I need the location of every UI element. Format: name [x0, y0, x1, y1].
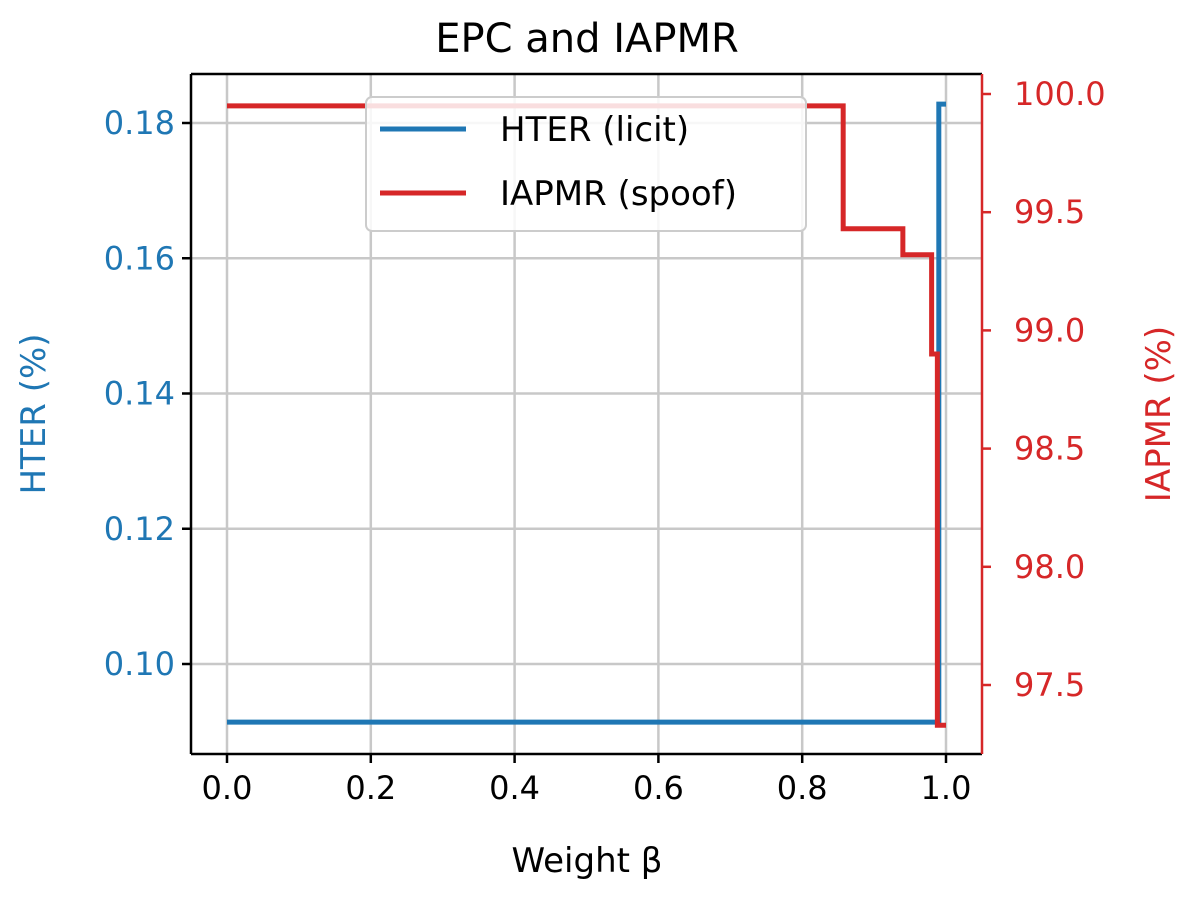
y-left-axis-label: HTER (%) — [14, 333, 54, 494]
y-right-tick-label: 99.0 — [1014, 311, 1085, 349]
x-tick-label: 0.2 — [345, 769, 396, 807]
y-right-tick-label: 100.0 — [1014, 75, 1106, 113]
y-left-tick-label: 0.14 — [104, 375, 175, 413]
y-left-tick-label: 0.16 — [104, 239, 175, 277]
legend-label-hter: HTER (licit) — [500, 110, 689, 150]
legend-box — [365, 96, 807, 232]
x-tick-label: 0.0 — [202, 769, 253, 807]
y-left-tick-label: 0.10 — [104, 645, 175, 683]
y-right-tick-label: 98.0 — [1014, 548, 1085, 586]
y-left-tick-label: 0.18 — [104, 104, 175, 142]
y-right-tick-label: 99.5 — [1014, 193, 1085, 231]
y-right-tick-label: 98.5 — [1014, 430, 1085, 468]
x-tick-label: 1.0 — [921, 769, 972, 807]
legend: HTER (licit) IAPMR (spoof) — [365, 96, 807, 232]
x-tick-label: 0.8 — [777, 769, 828, 807]
x-tick-label: 0.4 — [489, 769, 540, 807]
chart-title: EPC and IAPMR — [435, 16, 739, 62]
y-left-tick-label: 0.12 — [104, 510, 175, 548]
y-right-tick-label: 97.5 — [1014, 666, 1085, 704]
x-axis-label: Weight β — [512, 841, 663, 881]
y-right-axis-label: IAPMR (%) — [1139, 326, 1179, 502]
x-tick-label: 0.6 — [633, 769, 684, 807]
series-line-iapmr — [227, 103, 946, 728]
legend-label-iapmr: IAPMR (spoof) — [500, 174, 737, 214]
